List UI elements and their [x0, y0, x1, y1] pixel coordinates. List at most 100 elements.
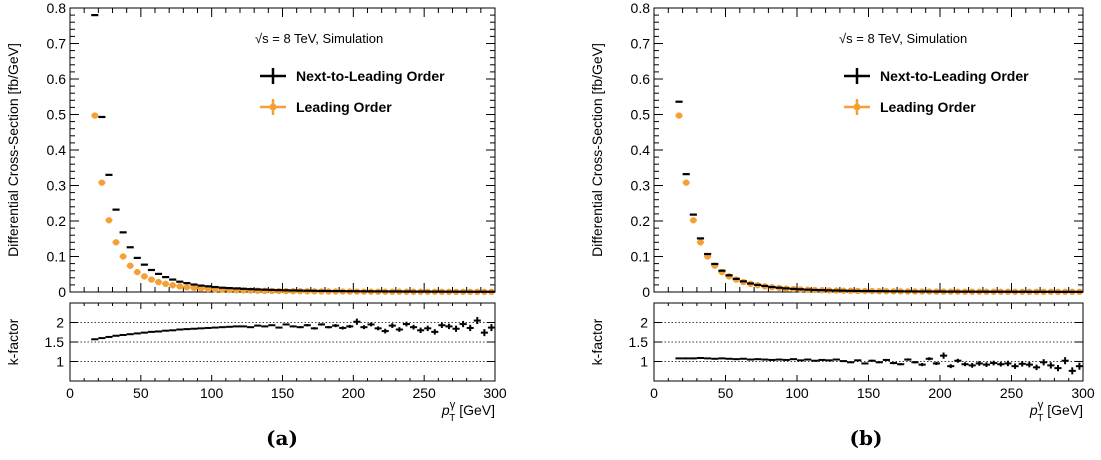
kfactor-point: [98, 337, 106, 340]
kfactor-point: [718, 357, 726, 360]
kfactor-point: [990, 360, 998, 366]
main-plot-frame: [653, 7, 1084, 293]
kfactor-point: [445, 323, 453, 330]
kfactor-point: [782, 358, 790, 361]
ratio-ytick-label: 1: [640, 354, 648, 370]
lo-point-marker: [176, 283, 183, 290]
kfactor-point: [982, 362, 991, 367]
lo-point: [169, 282, 177, 289]
kfactor-point: [410, 324, 418, 330]
kfactor-point: [473, 317, 481, 325]
xlabel-unit: [GeV]: [455, 402, 495, 418]
main-ylabel: Differential Cross-Section [fb/GeV]: [589, 43, 605, 257]
lo-point-marker: [190, 284, 198, 292]
xtick-label: 200: [342, 385, 366, 401]
xlabel-sub: T: [449, 413, 455, 424]
kfactor-point: [904, 358, 912, 361]
kfactor-point: [947, 364, 955, 369]
lo-point: [696, 239, 705, 246]
kfactor-point: [825, 359, 833, 362]
kfactor-point: [140, 331, 148, 334]
main-ytick-label: 0.7: [47, 36, 67, 52]
lo-point-marker: [261, 287, 268, 295]
ratio-ylabel: k-factor: [5, 318, 21, 365]
xlabel-sup: γ: [1038, 399, 1044, 411]
lo-point-marker: [119, 253, 127, 260]
kfactor-point: [487, 324, 495, 332]
lo-point: [675, 112, 683, 119]
kfactor-point: [147, 330, 155, 333]
lo-point: [689, 217, 697, 224]
kfactor-point: [1025, 361, 1033, 368]
xtick-label: 200: [928, 385, 952, 401]
kfactor-point: [325, 326, 333, 329]
xlabel-sup: γ: [450, 399, 456, 411]
legend-entry-1: Leading Order: [260, 99, 392, 115]
ratio-ytick-label: 2: [640, 315, 648, 331]
kfactor-point: [1075, 362, 1083, 370]
xtick-label: 0: [66, 385, 74, 401]
kfactor-point: [1040, 359, 1048, 366]
kfactor-point: [402, 321, 410, 327]
kfactor-point: [388, 323, 396, 328]
legend-label: Leading Order: [880, 99, 976, 115]
kfactor-point: [105, 335, 113, 338]
energy-annotation: √s = 8 TeV, Simulation: [839, 31, 967, 46]
kfactor-point: [882, 358, 890, 361]
lo-point: [162, 280, 170, 288]
kfactor-point: [332, 324, 340, 328]
kfactor-point: [711, 357, 719, 360]
kfactor-point: [1004, 360, 1012, 367]
kfactor-point: [704, 357, 712, 360]
main-ytick-label: 0.7: [631, 36, 651, 52]
lo-point: [126, 262, 134, 269]
kfactor-point: [91, 338, 99, 341]
main-ytick-label: 0.5: [47, 107, 67, 123]
kfactor-point: [197, 327, 205, 330]
main-ytick-label: 0.4: [631, 142, 651, 158]
kfactor-point: [1068, 367, 1076, 375]
kfactor-point: [353, 318, 361, 325]
lo-point: [261, 287, 269, 295]
xtick-label: 250: [412, 385, 436, 401]
main-ytick-label: 0.2: [631, 213, 651, 229]
ratio-ytick-label: 1: [56, 354, 64, 370]
lo-point-marker: [197, 285, 205, 292]
xlabel-p: p: [441, 402, 450, 418]
kfactor-point: [339, 326, 347, 330]
kfactor-point: [254, 324, 262, 327]
kfactor-point: [133, 332, 141, 335]
kfactor-point: [204, 326, 212, 329]
lo-point-marker: [183, 284, 191, 291]
kfactor-point: [746, 358, 755, 361]
lo-point: [176, 283, 184, 290]
lo-point: [682, 179, 690, 186]
kfactor-point: [789, 358, 797, 361]
kfactor-point: [1054, 365, 1062, 372]
kfactor-point: [211, 326, 219, 329]
main-ytick-label: 0.3: [631, 178, 651, 194]
kfactor-point: [232, 325, 240, 328]
kfactor-point: [381, 328, 389, 334]
kfactor-point: [911, 361, 919, 364]
lo-point-marker: [127, 262, 134, 269]
xlabel-unit: [GeV]: [1043, 402, 1083, 418]
lo-point-marker: [91, 112, 98, 119]
lo-point: [147, 276, 155, 283]
lo-point-marker: [162, 280, 169, 288]
lo-point-marker: [105, 217, 113, 224]
main-ylabel: Differential Cross-Section [fb/GeV]: [5, 43, 21, 257]
main-ytick-label: 0.6: [631, 71, 651, 87]
kfactor-point: [854, 359, 862, 362]
lo-point-marker: [112, 239, 120, 246]
kfactor-point: [875, 361, 883, 364]
subfigure-caption: (b): [850, 426, 883, 450]
kfactor-point: [296, 326, 304, 329]
lo-point: [98, 179, 106, 186]
main-ytick-label: 0.2: [47, 213, 67, 229]
lo-point: [91, 112, 99, 119]
legend-entry-1: Leading Order: [844, 99, 976, 115]
kfactor-point: [289, 325, 297, 328]
kfactor-point: [310, 327, 318, 330]
